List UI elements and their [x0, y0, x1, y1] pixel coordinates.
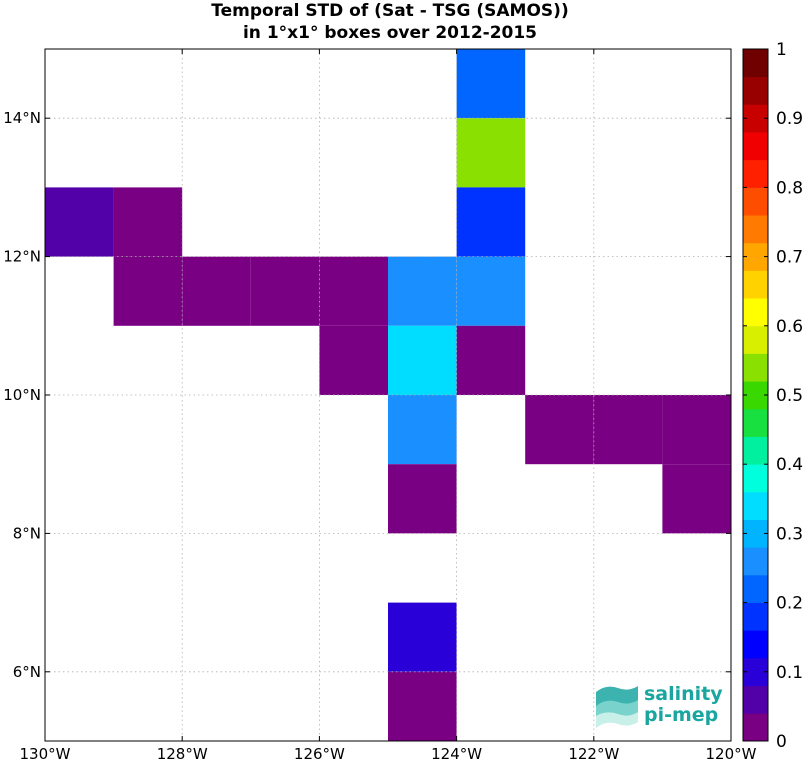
colorbar-swatch — [743, 298, 768, 327]
colorbar-tick-label: 0.8 — [776, 178, 803, 198]
colorbar-tick-label: 0.7 — [776, 248, 803, 268]
colorbar-tick-label: 0.5 — [776, 386, 803, 406]
x-tick-label: 130°W — [20, 745, 71, 763]
chart-title: Temporal STD of (Sat - TSG (SAMOS)) in 1… — [0, 0, 780, 44]
y-tick-label: 14°N — [3, 109, 41, 127]
logo-line1: salinity — [644, 683, 723, 705]
heatmap-cell — [45, 187, 114, 257]
chart-title-line2: in 1°x1° boxes over 2012-2015 — [242, 23, 538, 43]
heatmap-cell — [662, 395, 731, 465]
colorbar-swatch — [743, 381, 768, 410]
colorbar-swatch — [743, 132, 768, 161]
colorbar-swatch — [743, 602, 768, 631]
colorbar-swatch — [743, 242, 768, 271]
colorbar-swatch — [743, 408, 768, 437]
heatmap-cell — [388, 395, 457, 465]
colorbar-tick-label: 0 — [776, 732, 787, 752]
chart-title-line1: Temporal STD of (Sat - TSG (SAMOS)) — [211, 1, 569, 21]
colorbar-swatch — [743, 353, 768, 382]
salinity-pi-mep-logo: salinity pi-mep — [594, 682, 724, 730]
heatmap-cell — [456, 49, 526, 119]
colorbar-swatch — [743, 630, 768, 659]
colorbar-tick-label: 1 — [776, 40, 787, 60]
colorbar-swatch — [743, 685, 768, 714]
heatmap-cell — [388, 464, 457, 534]
colorbar-swatch — [743, 574, 768, 603]
colorbar-swatch — [743, 657, 768, 687]
colorbar-swatch — [743, 215, 768, 244]
heatmap-cell — [456, 256, 526, 326]
colorbar-swatch — [743, 519, 768, 548]
heatmap-cell — [388, 671, 457, 741]
colorbar-swatch — [743, 270, 768, 299]
grid-layer — [45, 49, 731, 741]
heatmap-cell — [113, 256, 183, 326]
heatmap-cell — [456, 187, 526, 257]
colorbar-swatch — [743, 436, 768, 465]
logo-line2: pi-mep — [644, 704, 719, 726]
heatmap-cell — [250, 256, 320, 326]
heatmap-cell — [319, 256, 388, 326]
colorbar-tick-label: 0.4 — [776, 455, 803, 475]
heatmap-cell — [525, 395, 594, 465]
cells-layer — [45, 49, 731, 741]
heatmap-cell — [388, 325, 457, 395]
colorbar-tick-label: 0.3 — [776, 524, 803, 544]
colorbar-swatch — [743, 76, 768, 105]
colorbar-swatch — [743, 325, 768, 354]
heatmap-cell — [319, 325, 388, 395]
x-tick-label: 126°W — [294, 745, 345, 763]
x-tick-label: 120°W — [706, 745, 757, 763]
heatmap-cell — [593, 395, 663, 465]
heatmap-cell — [456, 118, 526, 188]
colorbar-swatch — [743, 49, 768, 78]
ticks-layer: 130°W 128°W 126°W 124°W 122°W 120°W 6°N 8°N 10°N… — [3, 49, 757, 763]
x-tick-label: 124°W — [431, 745, 482, 763]
colorbar-swatch — [743, 159, 768, 188]
colorbar-tick-label: 0.9 — [776, 109, 803, 129]
heatmap-cell — [388, 602, 457, 672]
heatmap-cell — [662, 464, 731, 534]
y-tick-label: 10°N — [3, 386, 41, 404]
colorbar-tick-label: 0.2 — [776, 594, 803, 614]
colorbar: 0 0.1 0.2 0.3 0.4 0.5 0.6 0.7 0.8 0.9 1 — [742, 40, 803, 752]
heatmap-cell — [182, 256, 251, 326]
colorbar-tick-label: 0.1 — [776, 663, 803, 683]
y-tick-label: 8°N — [13, 524, 41, 542]
heatmap-cell — [456, 325, 526, 395]
colorbar-swatch — [743, 187, 768, 216]
colorbar-swatch — [743, 104, 768, 133]
x-tick-label: 122°W — [568, 745, 619, 763]
colorbar-swatch — [743, 491, 768, 520]
y-tick-label: 6°N — [13, 663, 41, 681]
logo-text: salinity pi-mep — [644, 684, 723, 726]
x-tick-label: 128°W — [157, 745, 208, 763]
colorbar-swatch — [743, 713, 768, 742]
heatmap-cell — [388, 256, 457, 326]
wave-icon — [596, 686, 638, 728]
colorbar-tick-label: 0.6 — [776, 317, 803, 337]
colorbar-swatch — [743, 547, 768, 576]
colorbar-swatch — [743, 464, 768, 493]
heatmap-cell — [113, 187, 183, 257]
y-tick-label: 12°N — [3, 248, 41, 266]
